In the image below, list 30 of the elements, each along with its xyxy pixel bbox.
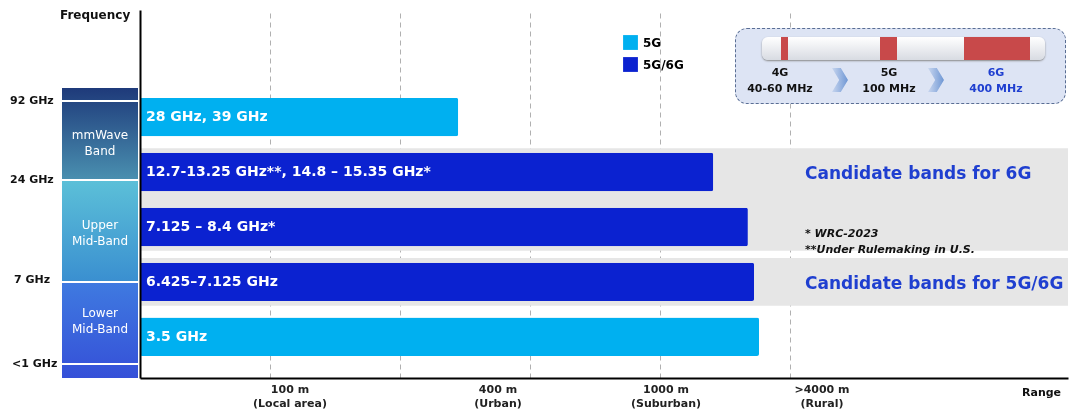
- text: >4000 m (Rural): [793, 383, 851, 411]
- y-tick-label: 6.425–7.125 GHz: [146, 272, 278, 289]
- text: mmWave Band: [70, 128, 130, 160]
- text: Upper Mid-Band: [71, 218, 129, 250]
- text: 100 m (Local area): [252, 383, 328, 411]
- y-tick-label: 3.5 GHz: [146, 327, 208, 344]
- text: Range: [1022, 386, 1062, 399]
- y-tick-label: 12.7-13.25 GHz**, 14.8 – 15.35 GHz*: [146, 163, 432, 180]
- legend-label: 5G/6G: [643, 57, 684, 72]
- text: 4G: [770, 66, 790, 79]
- text: **Under Rulemaking in U.S.: [805, 243, 975, 256]
- band-label: Candidate bands for 6G: [805, 162, 1032, 183]
- annotation: 40-60 MHz: [746, 82, 814, 95]
- band-label: Candidate bands for 5G/6G: [805, 272, 1064, 293]
- text: 400 MHz: [968, 82, 1024, 95]
- y-tick-label: 28 GHz, 39 GHz: [146, 108, 268, 125]
- text: Lower Mid-Band: [71, 306, 129, 338]
- text: 400 m (Urban): [473, 383, 523, 411]
- legend-label: 5G: [643, 35, 662, 50]
- y-tick-label: 7.125 – 8.4 GHz*: [146, 217, 277, 234]
- text: 5G: [879, 66, 899, 79]
- text: 6G: [986, 66, 1006, 79]
- text: 1000 m (Suburban): [629, 383, 703, 411]
- text: <1 GHz: [12, 357, 58, 370]
- text: * WRC-2023: [805, 227, 879, 240]
- text: Frequency: [60, 8, 131, 22]
- text: 24 GHz: [10, 173, 54, 186]
- text: 7 GHz: [14, 273, 51, 286]
- text: 92 GHz: [10, 94, 54, 107]
- text: 100 MHz: [861, 82, 917, 95]
